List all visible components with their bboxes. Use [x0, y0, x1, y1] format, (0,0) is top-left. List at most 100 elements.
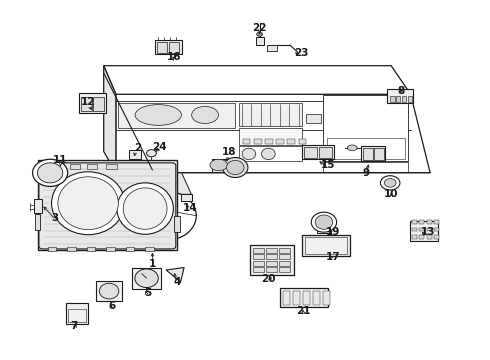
- Bar: [408, 96, 412, 102]
- Bar: [305, 237, 347, 254]
- Text: 14: 14: [183, 203, 198, 213]
- Bar: [402, 96, 406, 102]
- Ellipse shape: [257, 32, 263, 36]
- Ellipse shape: [138, 192, 196, 240]
- Bar: [266, 267, 277, 272]
- Bar: [253, 261, 264, 266]
- Bar: [313, 292, 320, 305]
- Bar: [374, 148, 384, 160]
- Ellipse shape: [37, 163, 63, 183]
- Polygon shape: [116, 94, 430, 173]
- Text: 3: 3: [51, 212, 59, 222]
- Bar: [390, 96, 394, 102]
- Text: 16: 16: [167, 52, 182, 62]
- Bar: [70, 164, 80, 169]
- Bar: [434, 235, 439, 239]
- Ellipse shape: [384, 179, 396, 187]
- Bar: [106, 164, 117, 169]
- Ellipse shape: [58, 177, 118, 230]
- Bar: [250, 246, 294, 275]
- Bar: [254, 139, 262, 144]
- Text: 8: 8: [397, 86, 405, 96]
- Bar: [279, 254, 290, 259]
- Bar: [67, 247, 76, 251]
- Bar: [303, 292, 310, 305]
- Bar: [279, 261, 290, 266]
- Bar: [298, 139, 306, 144]
- Ellipse shape: [222, 157, 248, 177]
- Bar: [412, 235, 417, 239]
- Bar: [239, 128, 302, 145]
- Text: 22: 22: [252, 23, 267, 33]
- Bar: [323, 95, 408, 161]
- Ellipse shape: [210, 159, 227, 171]
- Bar: [361, 147, 385, 161]
- Text: 9: 9: [362, 168, 369, 178]
- Ellipse shape: [262, 148, 275, 159]
- Text: 6: 6: [109, 301, 116, 311]
- Bar: [304, 147, 317, 158]
- Text: 13: 13: [420, 227, 435, 237]
- Bar: [54, 166, 65, 171]
- Bar: [363, 148, 373, 160]
- Ellipse shape: [32, 159, 68, 186]
- Bar: [87, 164, 98, 169]
- Bar: [48, 247, 56, 251]
- Bar: [412, 228, 417, 231]
- Bar: [410, 221, 438, 241]
- Text: 11: 11: [52, 156, 67, 165]
- Bar: [317, 224, 331, 233]
- Bar: [125, 247, 134, 251]
- Bar: [253, 254, 264, 259]
- Bar: [419, 235, 424, 239]
- Bar: [323, 162, 408, 172]
- Text: 7: 7: [70, 321, 77, 331]
- Bar: [129, 150, 141, 159]
- Text: 20: 20: [261, 274, 276, 284]
- FancyBboxPatch shape: [39, 163, 176, 249]
- Bar: [239, 147, 302, 161]
- Bar: [302, 235, 350, 256]
- Text: 18: 18: [222, 147, 237, 157]
- Bar: [33, 199, 42, 213]
- Bar: [412, 220, 417, 224]
- Text: 24: 24: [152, 142, 167, 152]
- Text: 21: 21: [296, 306, 311, 316]
- Ellipse shape: [347, 145, 357, 151]
- Bar: [327, 138, 405, 159]
- Bar: [302, 145, 334, 159]
- Ellipse shape: [226, 160, 244, 175]
- Text: 19: 19: [325, 227, 340, 237]
- Bar: [434, 220, 439, 224]
- Polygon shape: [104, 66, 116, 173]
- Bar: [427, 235, 432, 239]
- Polygon shape: [38, 160, 177, 249]
- Bar: [276, 139, 284, 144]
- Ellipse shape: [242, 148, 256, 159]
- Bar: [279, 267, 290, 272]
- Ellipse shape: [311, 212, 337, 232]
- Bar: [181, 194, 193, 202]
- Bar: [256, 37, 264, 45]
- Bar: [266, 248, 277, 253]
- Bar: [93, 97, 104, 111]
- Text: 15: 15: [320, 160, 335, 170]
- Text: 1: 1: [149, 259, 156, 269]
- Bar: [132, 267, 161, 289]
- Bar: [419, 220, 424, 224]
- Bar: [87, 247, 96, 251]
- Bar: [81, 97, 92, 111]
- Bar: [66, 303, 88, 324]
- Bar: [293, 292, 300, 305]
- Ellipse shape: [135, 269, 158, 288]
- Bar: [155, 40, 182, 54]
- Bar: [106, 247, 115, 251]
- Bar: [396, 96, 400, 102]
- Text: 2: 2: [134, 143, 142, 153]
- Bar: [268, 45, 277, 51]
- Bar: [239, 103, 302, 126]
- Bar: [427, 220, 432, 224]
- Bar: [387, 89, 413, 103]
- Bar: [427, 228, 432, 231]
- Ellipse shape: [157, 208, 177, 224]
